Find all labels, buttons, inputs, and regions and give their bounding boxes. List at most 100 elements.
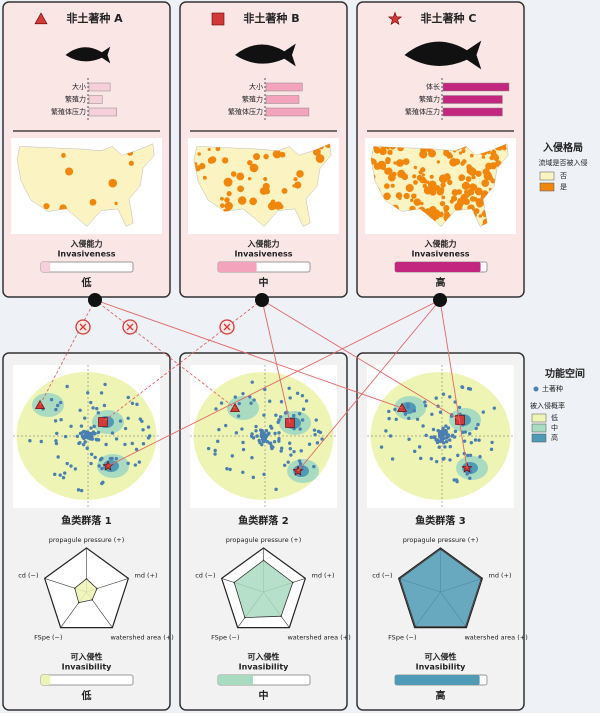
invaded-basin	[224, 201, 233, 211]
invaded-basin	[429, 188, 437, 196]
native-species	[444, 440, 449, 444]
legend-native	[533, 386, 539, 392]
native-species	[118, 419, 123, 423]
native-species	[123, 442, 127, 447]
native-species	[280, 446, 284, 450]
invasibility-level: 高	[436, 689, 446, 702]
invaded-basin	[447, 179, 453, 186]
invasiveness-subtitle: Invasiveness	[57, 250, 115, 259]
invaded-basin	[441, 195, 446, 200]
radar-vertex	[262, 559, 265, 562]
invasibility-level: 中	[259, 689, 269, 702]
native-species	[254, 424, 258, 429]
native-species	[100, 456, 104, 461]
native-species	[452, 435, 457, 439]
invaded-basin	[194, 165, 201, 172]
native-species	[91, 406, 95, 410]
legend-label: 土著种	[542, 384, 563, 393]
community-name: 鱼类群落 3	[415, 514, 465, 527]
native-species	[277, 436, 281, 441]
radar-vertex	[85, 578, 88, 580]
native-species	[429, 457, 434, 461]
invaded-basin	[461, 148, 466, 153]
fish-silhouette	[404, 40, 482, 70]
native-species	[251, 475, 256, 480]
invaded-basins	[194, 143, 332, 227]
native-species	[468, 453, 473, 457]
legend-label: 否	[560, 172, 567, 180]
radar-axis-label: FSpe (−)	[388, 634, 416, 642]
invaded-basin	[481, 179, 490, 187]
invaded-basin	[108, 178, 118, 188]
invaded-basin	[409, 198, 414, 202]
invaded-basin	[436, 160, 440, 164]
native-species	[388, 434, 393, 438]
native-species	[273, 431, 277, 436]
invaded-basin	[247, 176, 252, 181]
legend-swatch	[531, 423, 547, 433]
invasiveness-subtitle: Invasiveness	[411, 250, 469, 259]
native-species	[429, 435, 433, 440]
native-species	[295, 391, 300, 396]
native-species	[298, 427, 302, 431]
native-species	[89, 461, 93, 466]
native-species	[69, 464, 73, 468]
native-species	[274, 413, 278, 417]
invaded-basin	[422, 178, 428, 184]
invasion-link	[261, 299, 461, 421]
native-species	[54, 439, 58, 443]
native-species	[406, 405, 410, 409]
invaded-basin	[490, 178, 496, 184]
radar-axis-label: propagule pressure (+)	[49, 536, 125, 544]
invaded-basin	[481, 155, 486, 159]
invaded-basin	[296, 170, 304, 178]
invaded-basin	[221, 157, 229, 164]
native-species	[274, 487, 278, 492]
native-species	[277, 431, 281, 435]
invaded-basin	[220, 196, 224, 201]
radar-axis-label: FSpe (−)	[211, 634, 239, 642]
native-species	[53, 472, 57, 477]
invasibility-bar	[41, 675, 51, 685]
native-species	[430, 412, 434, 416]
invasibility-level: 低	[81, 689, 92, 702]
invasibility-subtitle: Invasibility	[62, 663, 113, 672]
native-species	[288, 441, 292, 445]
invaded-basin	[467, 191, 472, 196]
native-species	[469, 440, 474, 445]
source-node	[433, 293, 447, 307]
native-species	[81, 434, 85, 438]
native-species	[298, 462, 303, 466]
invaded-basin	[421, 173, 425, 177]
native-species	[97, 464, 101, 468]
native-species	[434, 459, 439, 464]
native-species	[313, 433, 317, 437]
native-species	[448, 438, 452, 442]
native-species	[126, 461, 130, 466]
blocked-cross	[79, 323, 87, 331]
invaded-basin	[467, 205, 472, 209]
invasiveness-subtitle: Invasiveness	[234, 250, 292, 259]
invaded-basin	[481, 212, 485, 216]
native-species	[320, 437, 324, 441]
trait-bar	[442, 107, 503, 117]
invaded-basin	[375, 162, 382, 169]
invaded-basin	[273, 201, 283, 210]
native-species	[146, 425, 151, 429]
marker-triangle	[34, 12, 48, 25]
marker-star	[387, 11, 403, 26]
trait-bar	[88, 95, 103, 104]
invaded-basin	[223, 177, 233, 187]
legend-swatch	[539, 171, 555, 181]
invasibility-bar	[218, 675, 253, 685]
invaded-basin	[380, 147, 386, 154]
native-species	[114, 456, 119, 461]
invaded-basin	[451, 195, 458, 202]
native-species	[101, 480, 105, 485]
invaded-basin	[387, 149, 393, 156]
invaded-basin	[464, 189, 469, 195]
native-species	[417, 445, 422, 449]
radar-axis-label: md (+)	[489, 571, 512, 579]
native-species	[448, 395, 452, 399]
